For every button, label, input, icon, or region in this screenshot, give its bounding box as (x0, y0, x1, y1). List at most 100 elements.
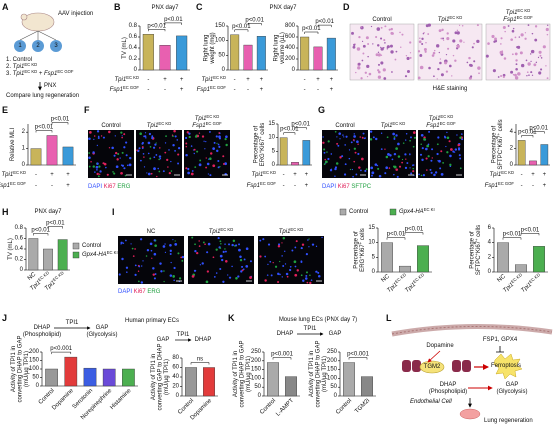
bar (243, 44, 253, 71)
tissue-speck (471, 46, 474, 49)
cell-dot (323, 163, 326, 166)
cell-dot (134, 273, 137, 277)
tissue-speck (540, 57, 543, 59)
cell-dot (450, 148, 453, 151)
cell-dot (98, 173, 101, 176)
condition-label-sup: EC GOF (260, 181, 276, 186)
cell-dot (94, 171, 96, 173)
inhibitor-label: FSP1, GPX4 (483, 337, 518, 343)
cell-dot (185, 145, 188, 148)
condition-label-sup: EC KD (501, 170, 514, 175)
cell-dot (121, 136, 123, 139)
cell-dot (105, 166, 107, 169)
cell-dot (318, 274, 321, 278)
tissue-speck (383, 39, 386, 42)
condition-sign: + (260, 77, 264, 83)
tissue-speck (512, 73, 515, 76)
y-tick-label: 4 (488, 240, 492, 246)
tissue-speck (377, 53, 381, 57)
cell-dot (146, 249, 150, 252)
cell-dot (404, 166, 408, 170)
image-label-sup: EC KD (220, 227, 233, 232)
cell-dot (317, 271, 320, 274)
cell-dot (393, 152, 397, 156)
cell-dot (301, 243, 305, 246)
tissue-speck (503, 57, 507, 60)
y-tick-label: 150 (251, 367, 262, 373)
y-axis-label: converting DHAP to GAP (316, 341, 322, 408)
condition-sign: + (316, 77, 320, 83)
cell-dot (443, 135, 446, 138)
cell-dot (423, 138, 426, 141)
cell-dot (140, 159, 142, 162)
cell-dot (282, 236, 286, 240)
tissue-speck (366, 64, 370, 69)
cell-dot (93, 138, 95, 141)
cell-dot (345, 135, 348, 138)
cell-dot (405, 139, 407, 141)
tissue-speck (380, 61, 384, 65)
tissue-speck (358, 35, 361, 39)
cell-dot (412, 170, 415, 173)
cell-dot (436, 143, 439, 146)
tissue-speck (526, 71, 529, 74)
significance-label: p<0.01 (521, 227, 540, 233)
cell-dot (372, 136, 375, 139)
image-label-sup: EC KD (440, 114, 453, 119)
y-tick-label: 800 (285, 23, 296, 29)
bar (28, 238, 39, 271)
y-tick-label: 100 (251, 375, 262, 381)
tissue-speck (405, 54, 408, 57)
bar (285, 376, 297, 397)
cell-dot (196, 150, 199, 153)
cell-dot (358, 166, 361, 169)
tissue-speck (353, 43, 356, 47)
cell-dot (459, 157, 462, 160)
cell-dot (324, 160, 328, 164)
x-tick-label-sup: EC KD (37, 270, 50, 282)
cell-dot (120, 171, 123, 175)
cell-dot (213, 141, 216, 144)
tissue-speck (478, 72, 480, 75)
cell-dot (174, 135, 177, 138)
tissue-speck (500, 43, 502, 45)
tissue-speck (367, 55, 369, 58)
legend-swatch (389, 208, 397, 216)
cell-dot (92, 151, 95, 154)
cell-dot (154, 273, 157, 275)
cell-dot (224, 248, 226, 250)
tissue-speck (380, 26, 383, 29)
cell-dot (427, 155, 430, 158)
cell-dot (185, 153, 188, 157)
cell-dot (145, 255, 148, 257)
tissue-speck (417, 76, 421, 80)
cell-dot (446, 131, 448, 134)
y-tick-label: 0 (258, 393, 262, 399)
cell-dot (323, 148, 326, 151)
panel-letter: C (196, 2, 203, 12)
enzyme-shape (462, 360, 471, 372)
condition-sign: - (247, 87, 249, 93)
cell-dot (167, 166, 169, 168)
significance-label: p<0.001 (347, 352, 370, 358)
condition-label: Fsp1EC GOF (0, 181, 26, 189)
significance-label: p<0.01 (518, 129, 537, 135)
cell-dot (380, 148, 383, 150)
bar (279, 137, 288, 166)
cell-dot (421, 147, 424, 150)
bar (83, 367, 97, 387)
cell-dot (378, 174, 382, 178)
cell-dot (190, 145, 193, 147)
cell-dot (174, 149, 176, 152)
cell-dot (158, 170, 161, 173)
condition-sign: + (305, 183, 309, 189)
group-item-part: + (37, 71, 44, 77)
y-tick-label: 0 (222, 67, 226, 73)
cell-dot (404, 153, 407, 156)
cell-dot (204, 148, 206, 150)
cell-dot (221, 258, 224, 262)
tissue-speck (382, 68, 386, 72)
metabolite-label: DHAP (440, 382, 457, 388)
image-label-italic: Tpi1 (195, 116, 207, 122)
cell-dot (249, 260, 252, 263)
